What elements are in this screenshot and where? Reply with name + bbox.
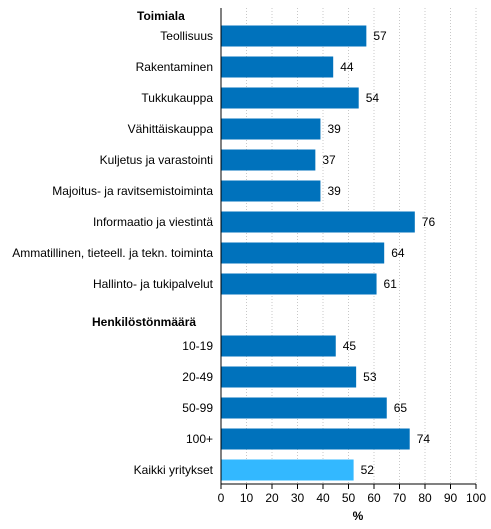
value-label-9: 45 — [343, 339, 357, 353]
value-label-12: 74 — [417, 432, 431, 446]
bar-11 — [221, 397, 387, 419]
value-label-0: 57 — [373, 29, 387, 43]
category-label-11: 50-99 — [182, 401, 213, 415]
bars — [221, 25, 415, 481]
value-labels: 57 44 54 39 37 39 76 64 61 45 53 65 74 52 — [322, 29, 435, 477]
group-heading-henkilostonmaara: Henkilöstönmäärä — [92, 315, 196, 329]
bar-3 — [221, 118, 321, 140]
value-label-13: 52 — [361, 463, 375, 477]
x-tick-label-20: 20 — [265, 491, 279, 505]
category-label-13: Kaikki yritykset — [134, 463, 214, 477]
value-label-6: 76 — [422, 215, 436, 229]
value-label-8: 61 — [384, 277, 398, 291]
bar-10 — [221, 366, 357, 388]
x-tick-label-40: 40 — [316, 491, 330, 505]
bar-7 — [221, 242, 385, 264]
x-tick-label-70: 70 — [393, 491, 407, 505]
bar-13 — [221, 459, 354, 481]
value-label-3: 39 — [327, 122, 341, 136]
category-label-8: Hallinto- ja tukipalvelut — [93, 277, 214, 291]
value-label-7: 64 — [391, 246, 405, 260]
value-label-11: 65 — [394, 401, 408, 415]
value-label-4: 37 — [322, 153, 336, 167]
x-tick-label-60: 60 — [367, 491, 381, 505]
bar-12 — [221, 428, 410, 450]
x-tick-label-50: 50 — [342, 491, 356, 505]
x-axis: 0 10 20 30 40 50 60 70 80 90 100 — [218, 8, 486, 505]
bar-8 — [221, 273, 377, 295]
category-label-0: Teollisuus — [160, 29, 213, 43]
category-label-12: 100+ — [186, 432, 213, 446]
category-label-9: 10-19 — [182, 339, 213, 353]
category-label-7: Ammatillinen, tieteell. ja tekn. toimint… — [12, 246, 213, 260]
bar-0 — [221, 25, 367, 47]
value-label-5: 39 — [327, 184, 341, 198]
bar-1 — [221, 56, 334, 78]
value-label-1: 44 — [340, 60, 354, 74]
x-tick-label-100: 100 — [466, 491, 486, 505]
x-tick-label-30: 30 — [291, 491, 305, 505]
bar-9 — [221, 335, 336, 357]
group-heading-toimiala: Toimiala — [137, 9, 185, 23]
x-tick-label-10: 10 — [240, 491, 254, 505]
category-label-2: Tukkukauppa — [141, 91, 213, 105]
bar-6 — [221, 211, 415, 233]
bar-5 — [221, 180, 321, 202]
category-label-6: Informaatio ja viestintä — [93, 215, 213, 229]
category-label-4: Kuljetus ja varastointi — [100, 153, 213, 167]
category-label-5: Majoitus- ja ravitsemistoiminta — [52, 184, 213, 198]
x-tick-label-90: 90 — [444, 491, 458, 505]
category-label-10: 20-49 — [182, 370, 213, 384]
value-label-2: 54 — [366, 91, 380, 105]
bar-2 — [221, 87, 359, 109]
category-label-1: Rakentaminen — [136, 60, 213, 74]
bar-4 — [221, 149, 316, 171]
x-tick-label-80: 80 — [418, 491, 432, 505]
category-labels: Teollisuus Rakentaminen Tukkukauppa Vähittä… — [12, 29, 213, 477]
category-label-3: Vähittäiskauppa — [128, 122, 214, 136]
x-axis-title: % — [353, 509, 364, 523]
x-tick-label-0: 0 — [218, 491, 225, 505]
value-label-10: 53 — [363, 370, 377, 384]
